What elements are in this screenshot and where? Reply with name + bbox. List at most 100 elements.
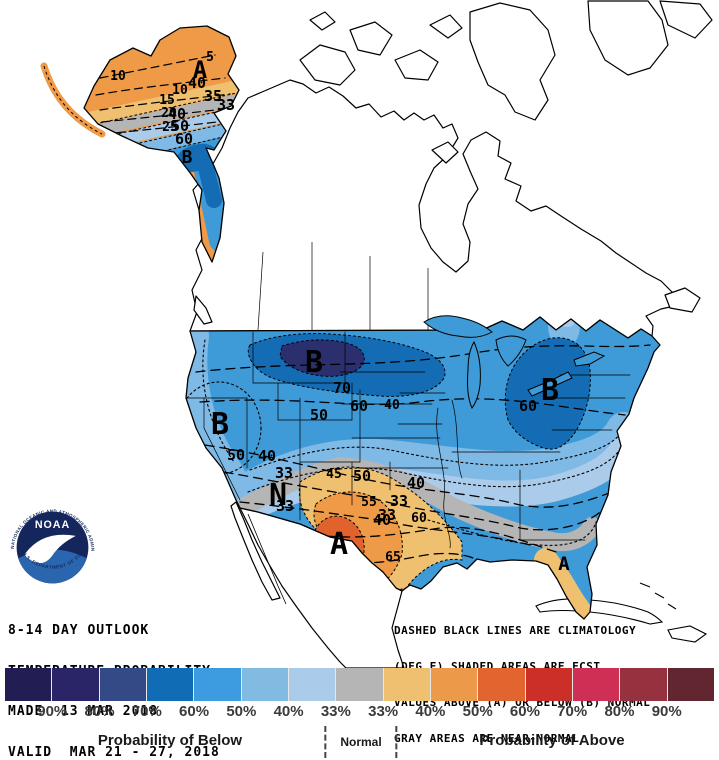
- climatology-label: 60: [411, 511, 427, 526]
- probability-contour-label: 60: [350, 397, 368, 415]
- colorbar-tick: 40%: [415, 703, 446, 720]
- normal-caption: Normal: [324, 726, 398, 758]
- colorbar-segment: [5, 668, 53, 701]
- newfoundland: [664, 287, 701, 313]
- probability-contour-label: 33: [275, 464, 293, 482]
- colorbar-tick: 50%: [462, 703, 493, 720]
- colorbar-segment: [572, 668, 621, 701]
- climatology-label: 10: [110, 69, 126, 84]
- colorbar-tick: 33%: [320, 703, 351, 720]
- alaska-coastline: [83, 25, 240, 263]
- vancouver-island: [193, 295, 213, 325]
- probability-contour-label: 40: [188, 74, 206, 92]
- colorbar-tick: 80%: [84, 703, 115, 720]
- region-label: A: [330, 527, 348, 562]
- colorbar-tick-labels: 90% 80% 70% 60% 50% 40% 33% 33% 40% 50% 60% 70% 80% 9…: [0, 703, 719, 723]
- baja-california: [230, 501, 281, 601]
- colorbar-segment: [525, 668, 573, 701]
- colorbar-tick: 33%: [368, 703, 399, 720]
- colorbar-tick: 90%: [651, 703, 682, 720]
- lake-superior: [423, 315, 493, 338]
- probability-contour-label: 33: [217, 96, 235, 114]
- climatology-label: 10: [172, 83, 188, 98]
- climatology-label: 65: [385, 550, 401, 565]
- colorbar-segment: [667, 668, 714, 701]
- colorbar-tick: 70%: [557, 703, 588, 720]
- region-label: A: [193, 56, 208, 84]
- great-lakes: [423, 315, 606, 409]
- probability-contour-label: 33: [276, 497, 294, 515]
- probability-contour-label: 40: [168, 105, 186, 123]
- colorbar-captions: Probability of Below Normal Probability …: [0, 726, 719, 760]
- colorbar-segment: [430, 668, 479, 701]
- probability-contour-label: 50: [310, 406, 328, 424]
- probability-colorbar: [5, 668, 714, 701]
- colorbar-segment: [52, 668, 100, 701]
- lake-michigan: [467, 340, 481, 409]
- lake-huron: [495, 335, 527, 367]
- seagull-icon: [25, 534, 76, 564]
- colorbar-segment: [336, 668, 384, 701]
- noaa-logo: NOAA NATIONAL OCEANIC AND ATMOSPHERIC AD…: [4, 499, 100, 595]
- probability-contour-label: 33: [390, 492, 408, 510]
- colorbar-tick: 70%: [131, 703, 162, 720]
- colorbar-segment: [146, 668, 195, 701]
- probability-contour-label: 50: [171, 117, 189, 135]
- note-line-4: GRAY AREAS ARE NEAR-NORMAL: [394, 732, 580, 745]
- probability-contour-label: 60: [175, 130, 193, 148]
- colorbar-tick: 80%: [604, 703, 635, 720]
- logo-org: NOAA: [35, 519, 70, 531]
- arctic-islands: [299, 44, 356, 86]
- colorbar-segment: [241, 668, 289, 701]
- title-line-4: VALID MAR 21 - 27, 2018: [8, 744, 220, 760]
- colorbar-segment: [194, 668, 242, 701]
- climatology-label: 25: [162, 120, 178, 135]
- colorbar-segment: [383, 668, 431, 701]
- colorbar-tick: 60%: [509, 703, 540, 720]
- below-caption: Probability of Below: [97, 732, 243, 749]
- probability-contour-label: 40: [258, 447, 276, 465]
- region-label: N: [269, 478, 287, 513]
- colorbar-segment: [99, 668, 147, 701]
- state-borders: [187, 331, 631, 549]
- greenland: [587, 0, 669, 76]
- climatology-label: 55: [361, 495, 377, 510]
- title-line-3: MADE 13 MAR 2018: [8, 704, 159, 719]
- lake-erie: [527, 371, 573, 397]
- climatology-label: 45: [326, 467, 342, 482]
- colorbar-segment: [478, 668, 526, 701]
- alaska-climo-lines: [95, 54, 235, 135]
- colorbar-tick: 40%: [273, 703, 304, 720]
- probability-contour-label: 70: [333, 379, 351, 397]
- region-label: B: [211, 407, 229, 442]
- region-label: B: [541, 373, 559, 408]
- gulf-of-california: [247, 513, 287, 605]
- aleutian-islands: [40, 62, 106, 138]
- conus-outline: [185, 316, 661, 620]
- colorbar-tick: 50%: [226, 703, 257, 720]
- colorbar-tick: 90%: [37, 703, 68, 720]
- probability-contour-label: 50: [353, 467, 371, 485]
- probability-contours: [186, 339, 623, 546]
- region-label: B: [305, 345, 323, 380]
- caribbean-outlines: [535, 582, 708, 643]
- probability-contour-label: 35: [204, 87, 222, 105]
- baffin-island: [469, 2, 556, 121]
- colorbar-segment: [620, 668, 668, 701]
- colorbar-segment: [288, 668, 337, 701]
- probability-contour-label: 40: [373, 511, 391, 529]
- title-line-1: 8-14 DAY OUTLOOK: [8, 623, 150, 638]
- probability-contour-label: 60: [519, 397, 537, 415]
- region-label: B: [182, 147, 193, 168]
- probability-contour-label: 50: [227, 446, 245, 464]
- hispaniola: [667, 625, 708, 643]
- climatology-label: 15: [159, 93, 175, 108]
- climatology-label: 40: [384, 398, 400, 413]
- lake-ontario: [573, 351, 606, 367]
- probability-contour-label: 40: [407, 474, 425, 492]
- colorbar-tick: 60%: [179, 703, 210, 720]
- probability-contour-label: 33: [378, 506, 396, 524]
